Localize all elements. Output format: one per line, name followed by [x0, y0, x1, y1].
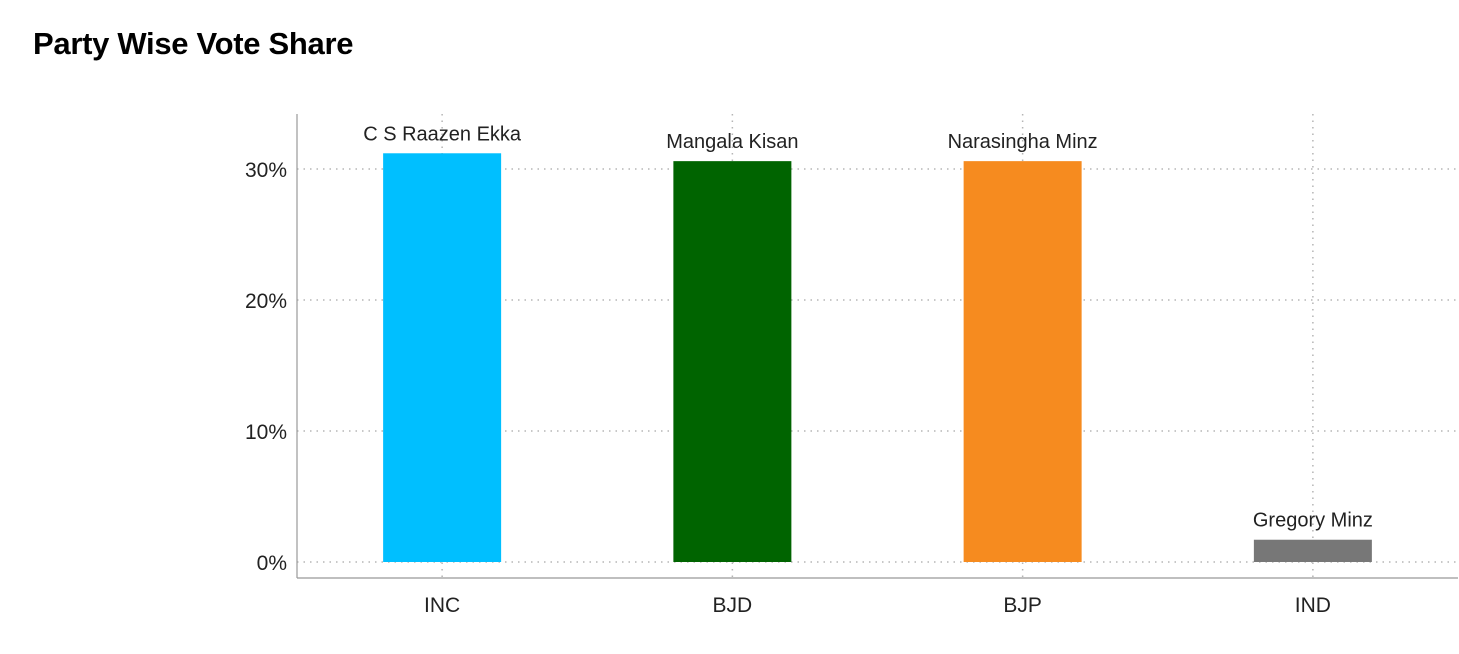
bar-bjp[interactable] [963, 161, 1082, 562]
y-tick-label: 30% [245, 159, 287, 182]
bar-ind[interactable] [1253, 539, 1372, 562]
data-label: C S Raazen Ekka [363, 123, 522, 145]
y-tick-label: 10% [245, 421, 287, 444]
axes [296, 114, 1458, 579]
chart-title: Party Wise Vote Share [33, 26, 354, 61]
x-tick-label: IND [1295, 594, 1331, 617]
data-label: Mangala Kisan [666, 131, 798, 153]
x-tick-label: BJP [1003, 594, 1042, 617]
bars [383, 153, 1372, 562]
bar-inc[interactable] [383, 153, 502, 562]
labels: 0% 10% 20% 30% C S Raazen Ekka INC Mangala Kis… [245, 123, 1373, 617]
data-label: Narasingha Minz [948, 131, 1098, 153]
y-tick-label: 0% [257, 552, 287, 575]
x-tick-label: INC [424, 594, 460, 617]
bar-bjd[interactable] [673, 161, 792, 562]
x-tick-label: BJD [713, 594, 753, 617]
y-tick-label: 20% [245, 290, 287, 313]
data-label: Gregory Minz [1253, 510, 1373, 532]
